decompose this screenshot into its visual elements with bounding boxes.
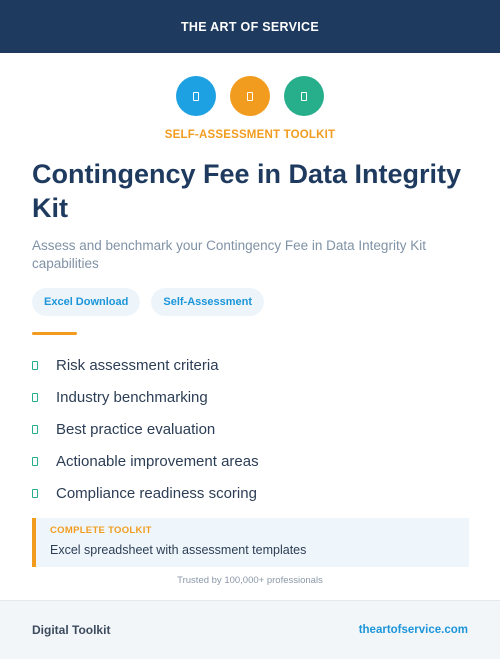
list-item: Compliance readiness scoring — [32, 477, 259, 509]
list-item: Best practice evaluation — [32, 413, 259, 445]
feature-text: Actionable improvement areas — [56, 452, 259, 470]
list-item: Industry benchmarking — [32, 381, 259, 413]
feature-text: Compliance readiness scoring — [56, 484, 257, 502]
feature-text: Industry benchmarking — [56, 388, 208, 406]
document-icon — [284, 76, 324, 116]
checkbox-icon — [32, 392, 38, 402]
callout-text: Excel spreadsheet with assessment templa… — [50, 543, 307, 557]
feature-text: Best practice evaluation — [56, 420, 216, 438]
footer-bar: Digital Toolkit theartofservice.com — [0, 600, 500, 659]
feature-text: Risk assessment criteria — [56, 356, 219, 374]
icon-row — [0, 76, 500, 116]
website-link[interactable]: theartofservice.com — [358, 624, 468, 636]
brand-name: THE ART OF SERVICE — [180, 19, 320, 34]
list-item: Actionable improvement areas — [32, 445, 259, 477]
toolkit-callout: COMPLETE TOOLKIT Excel spreadsheet with … — [32, 518, 469, 567]
checkbox-icon — [32, 488, 38, 498]
checkbox-icon — [32, 456, 38, 466]
document-icon — [176, 76, 216, 116]
toolkit-kicker: SELF-ASSESSMENT TOOLKIT — [164, 129, 336, 141]
checkbox-icon — [32, 424, 38, 434]
footer-label: Digital Toolkit — [32, 623, 111, 637]
document-icon — [230, 76, 270, 116]
header-bar: THE ART OF SERVICE — [0, 0, 500, 53]
list-item: Risk assessment criteria — [32, 349, 259, 381]
accent-divider — [32, 332, 77, 335]
trusted-note: Trusted by 100,000+ professionals — [177, 575, 323, 586]
callout-label: COMPLETE TOOLKIT — [50, 525, 152, 536]
page-subtitle: Assess and benchmark your Contingency Fe… — [32, 238, 426, 271]
tag-self-assessment: Self-Assessment — [151, 288, 265, 316]
checkbox-icon — [32, 360, 38, 370]
tag-excel-download: Excel Download — [32, 288, 141, 316]
page-title: Contingency Fee in Data Integrity Kit — [32, 159, 462, 223]
feature-list: Risk assessment criteria Industry benchm… — [32, 349, 259, 509]
tag-row: Excel Download Self-Assessment — [32, 288, 265, 316]
